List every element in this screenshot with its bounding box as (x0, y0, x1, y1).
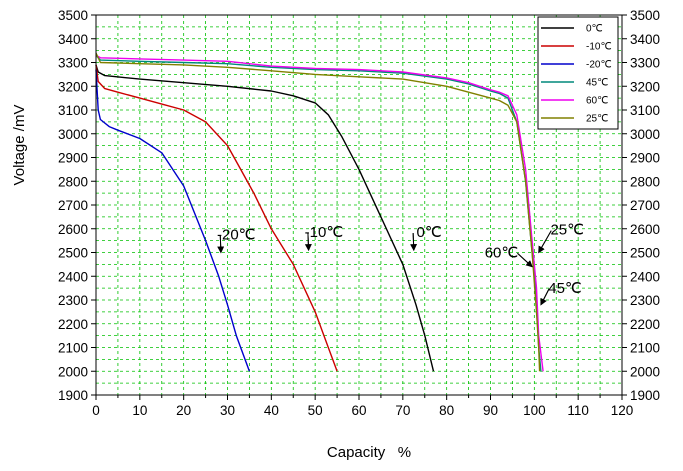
y-tick-label-right: 3100 (630, 103, 660, 118)
legend: 0℃ -10℃ -20℃ 45℃ 60℃ 25℃ (537, 16, 619, 130)
legend-label: -20℃ (586, 60, 612, 71)
legend-label: 60℃ (586, 96, 608, 107)
y-tick-label-right: 2200 (630, 317, 660, 332)
annotation-label: -20℃ (217, 226, 256, 243)
y-tick-label-right: 1900 (630, 388, 660, 403)
y-tick-label-right: 3200 (630, 79, 660, 94)
y-tick-label-right: 2000 (630, 364, 660, 379)
y-tick-label-left: 3500 (58, 8, 88, 23)
series-lines (95, 52, 544, 372)
annotations: -20℃ -10℃ 0℃ 25℃ 60℃ 45℃ (217, 222, 584, 306)
y-tick-label-right: 2900 (630, 151, 660, 166)
y-tick-label-left: 1900 (58, 388, 88, 403)
annotation-label: 25℃ (550, 222, 584, 239)
legend-box (537, 16, 619, 130)
legend-label: 45℃ (586, 78, 608, 89)
x-tick-label: 60 (351, 403, 366, 418)
y-tick-label-left: 2500 (58, 246, 88, 261)
y-tick-label-right: 2700 (630, 198, 660, 213)
y-tick-label-left: 2200 (58, 317, 88, 332)
series-line (95, 52, 541, 372)
annotation-arrow (538, 230, 552, 254)
y-tick-label-left: 2600 (58, 222, 88, 237)
legend-label: 25℃ (586, 114, 608, 125)
annotation-arrow (304, 233, 312, 252)
x-tick-label: 90 (483, 403, 498, 418)
x-tick-label: 0 (92, 403, 100, 418)
series-line (95, 64, 435, 372)
legend-label: 0℃ (586, 24, 603, 35)
y-tick-label-right: 2800 (630, 174, 660, 189)
y-tick-label-left: 3300 (58, 56, 88, 71)
grid (96, 15, 622, 395)
x-tick-label: 120 (611, 403, 634, 418)
annotation-label: 60℃ (485, 244, 519, 261)
x-tick-label: 70 (395, 403, 410, 418)
series-line (95, 69, 251, 372)
y-tick-label-left: 2300 (58, 293, 88, 308)
x-tick-label: 110 (567, 403, 589, 418)
series-line (95, 64, 338, 372)
y-tick-label-left: 2900 (58, 151, 88, 166)
y-tick-label-right: 2600 (630, 222, 660, 237)
annotation-arrow (517, 252, 533, 268)
legend-label: -10℃ (586, 42, 612, 53)
annotation-arrow (410, 233, 418, 252)
annotation-label: -10℃ (305, 224, 344, 241)
annotation-label: 45℃ (548, 280, 582, 297)
y-tick-label-right: 3400 (630, 32, 660, 47)
y-tick-label-left: 3200 (58, 79, 88, 94)
x-tick-label: 50 (308, 403, 323, 418)
y-tick-label-right: 2400 (630, 269, 660, 284)
x-tick-label: 20 (176, 403, 191, 418)
annotation-arrow (540, 288, 550, 306)
y-tick-label-right: 3300 (630, 56, 660, 71)
y-tick-label-right: 2100 (630, 341, 660, 356)
x-tick-label: 30 (220, 403, 235, 418)
x-axis-label: Capacity % (327, 444, 411, 461)
y-tick-label-left: 3100 (58, 103, 88, 118)
y-tick-label-left: 2800 (58, 174, 88, 189)
annotation-arrow (217, 235, 225, 254)
y-tick-label-right: 3000 (630, 127, 660, 142)
y-tick-label-right: 3500 (630, 8, 660, 23)
y-tick-label-left: 3000 (58, 127, 88, 142)
y-tick-label-left: 2000 (58, 364, 88, 379)
x-tick-label: 40 (264, 403, 279, 418)
annotation-label: 0℃ (417, 224, 442, 241)
x-tick-label: 100 (523, 403, 546, 418)
y-tick-label-left: 3400 (58, 32, 88, 47)
x-tick-label: 80 (439, 403, 454, 418)
y-tick-label-left: 2700 (58, 198, 88, 213)
x-tick-label: 10 (132, 403, 147, 418)
y-tick-label-right: 2300 (630, 293, 660, 308)
y-tick-label-right: 2500 (630, 246, 660, 261)
y-axis-label: Voltage /mV (11, 105, 28, 186)
y-tick-label-left: 2400 (58, 269, 88, 284)
y-tick-label-left: 2100 (58, 341, 88, 356)
series-line (95, 54, 544, 372)
